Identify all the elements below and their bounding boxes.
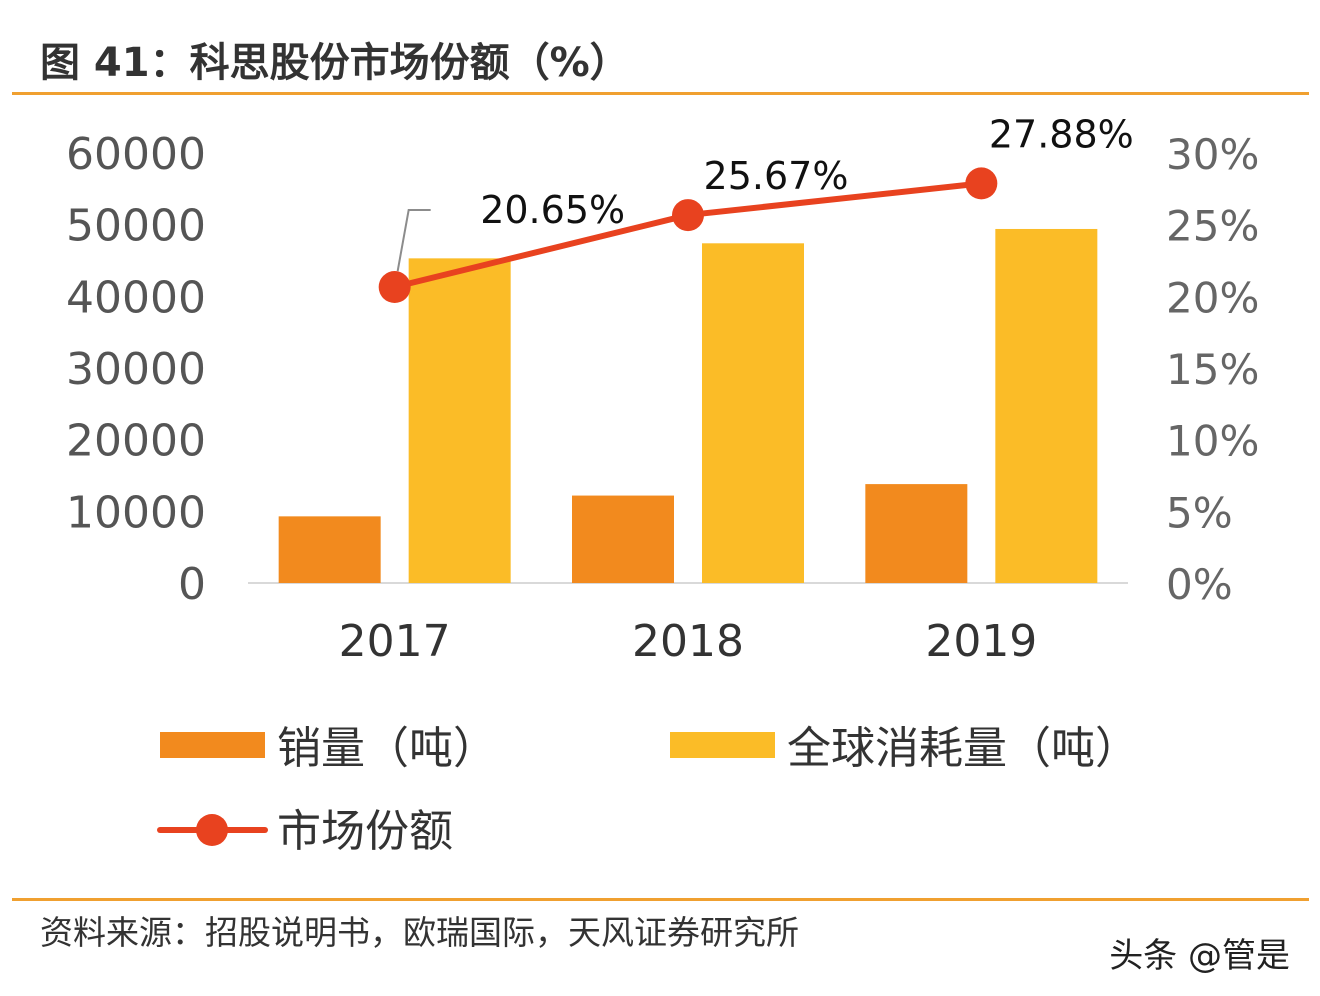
x-tick-label: 2017 <box>339 616 451 667</box>
title-rule <box>12 92 1309 95</box>
market-share-point <box>378 271 411 304</box>
bar-series <box>278 228 1098 584</box>
source-note: 资料来源：招股说明书，欧瑞国际，天风证券研究所 <box>40 913 799 952</box>
right-axis: 0% 5% 10% 15% 20% 25% 30% <box>1166 130 1259 609</box>
market-share-point <box>672 199 704 232</box>
y-left-tick-label: 20000 <box>66 416 206 467</box>
line-series <box>378 167 998 304</box>
y-left-tick-label: 60000 <box>66 129 206 180</box>
market-share-point <box>965 167 998 200</box>
chart-canvas: 0 10000 20000 30000 40000 50000 60000 0% 5% 10% 1… <box>66 112 1259 857</box>
legend-label-share: 市场份额 <box>277 806 453 857</box>
legend-swatch-sales <box>160 732 265 758</box>
y-left-tick-label: 30000 <box>66 344 206 395</box>
legend-swatch-share-marker <box>196 814 228 846</box>
x-axis: 2017 2018 2019 <box>339 616 1038 667</box>
y-right-tick-label: 10% <box>1166 417 1259 466</box>
legend: 销量（吨） 全球消耗量（吨） 市场份额 <box>157 723 1139 857</box>
bar-global-consumption <box>995 228 1098 583</box>
y-right-tick-label: 30% <box>1166 130 1259 179</box>
figure-title: 图 41：科思股份市场份额（%） <box>40 40 630 86</box>
y-right-tick-label: 5% <box>1166 488 1233 537</box>
watermark: 头条 @管是 <box>1109 936 1290 976</box>
legend-label-global: 全球消耗量（吨） <box>787 723 1139 774</box>
data-label-leader <box>396 209 431 272</box>
y-left-tick-label: 40000 <box>66 272 206 323</box>
y-left-tick-label: 0 <box>178 559 206 610</box>
x-tick-label: 2019 <box>925 616 1037 667</box>
y-left-tick-label: 50000 <box>66 201 206 252</box>
y-left-tick-label: 10000 <box>66 487 206 538</box>
legend-label-sales: 销量（吨） <box>277 723 497 774</box>
market-share-data-label: 27.88% <box>989 112 1134 156</box>
bar-global-consumption <box>702 243 804 584</box>
y-right-tick-label: 25% <box>1166 202 1259 251</box>
bar-sales <box>572 495 674 583</box>
bar-global-consumption <box>408 258 511 583</box>
legend-swatch-global <box>670 732 775 758</box>
market-share-data-label: 20.65% <box>480 188 625 232</box>
y-right-tick-label: 15% <box>1166 345 1259 394</box>
y-right-tick-label: 20% <box>1166 273 1259 322</box>
source-rule <box>12 898 1309 901</box>
bar-sales <box>278 516 381 583</box>
market-share-data-label: 25.67% <box>704 154 849 198</box>
y-right-tick-label: 0% <box>1166 560 1233 609</box>
data-labels: 20.65% 25.67% 27.88% <box>396 112 1134 272</box>
bar-sales <box>865 484 968 583</box>
left-axis: 0 10000 20000 30000 40000 50000 60000 <box>66 129 206 610</box>
x-tick-label: 2018 <box>632 616 744 667</box>
